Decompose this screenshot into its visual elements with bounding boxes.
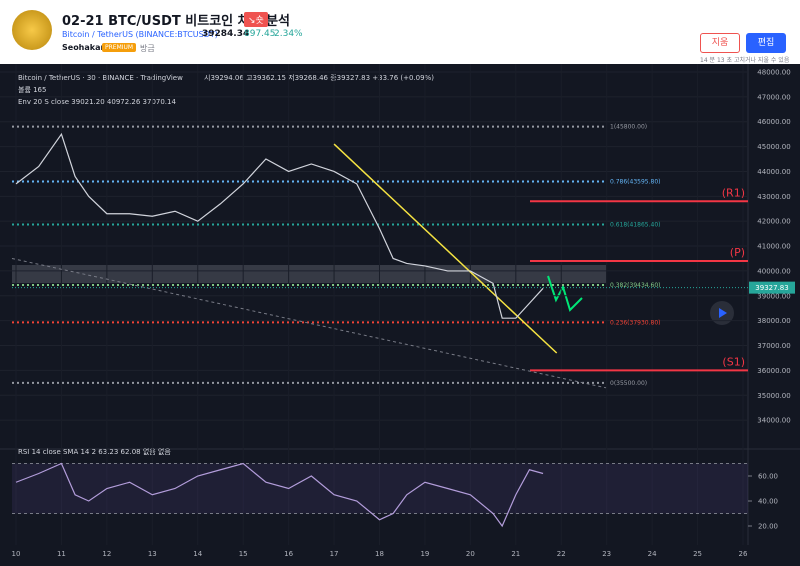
last-price-label: 39327.83 [755, 284, 788, 292]
chart-bg [0, 64, 800, 566]
y-tick-label: 45000.00 [757, 143, 790, 151]
badge: ↘숏 [244, 12, 268, 27]
legend-symbol: Bitcoin / TetherUS · 30 · BINANCE · Trad… [18, 74, 183, 82]
y-tick-label: 38000.00 [757, 317, 790, 325]
x-tick-label: 10 [12, 550, 21, 558]
x-tick-label: 20 [466, 550, 475, 558]
y-tick-label: 41000.00 [757, 243, 790, 251]
x-tick-label: 12 [102, 550, 111, 558]
x-tick-label: 15 [239, 550, 248, 558]
y-tick-label: 36000.00 [757, 367, 790, 375]
x-tick-label: 24 [648, 550, 657, 558]
rsi-line [15, 462, 544, 528]
forecast-arrow [547, 275, 583, 312]
last-price-box [749, 281, 795, 294]
x-tick-label: 17 [330, 550, 339, 558]
y-tick-label: 42000.00 [757, 218, 790, 226]
fib-label: 0(35500.00) [610, 380, 647, 387]
trendline [333, 143, 558, 354]
edit-button[interactable]: 편집 [746, 33, 786, 53]
x-tick-label: 21 [511, 550, 520, 558]
y-tick-label: 40000.00 [757, 267, 790, 275]
author[interactable]: Seohakant [62, 43, 111, 52]
tier: PREMIUM [102, 43, 137, 52]
y-tick-label: 48000.00 [757, 68, 790, 76]
y-tick-label: 34000.00 [757, 417, 790, 425]
change: 897.45 [244, 29, 276, 39]
price-line [15, 132, 544, 319]
y-tick-label: 43000.00 [757, 193, 790, 201]
legend-ohlc: 시39294.06 고39362.15 저39268.46 종39327.83 … [204, 73, 434, 82]
x-tick-label: 19 [420, 550, 429, 558]
rsi-tick-label: 20.00 [758, 523, 778, 531]
x-tick-label: 11 [57, 550, 66, 558]
fib-label: 0.786(43595.80) [610, 178, 661, 185]
y-tick-label: 35000.00 [757, 392, 790, 400]
zone [12, 265, 606, 283]
x-tick-label: 14 [193, 550, 202, 558]
rsi-tick-label: 40.00 [758, 498, 778, 506]
x-tick-label: 22 [557, 550, 566, 558]
avatar [12, 10, 52, 50]
pivot-label: (R1) [722, 186, 745, 199]
delete-button[interactable]: 지움 [700, 33, 740, 53]
rsi-band [12, 463, 748, 514]
header: 02-21 BTC/USDT 비트코인 차트 분석 ↘숏 Bitcoin / T… [0, 0, 800, 64]
fib-label: 0.236(37930.80) [610, 319, 661, 326]
title: 02-21 BTC/USDT 비트코인 차트 분석 [62, 14, 291, 29]
y-tick-label: 46000.00 [757, 118, 790, 126]
x-tick-label: 26 [739, 550, 748, 558]
legend-volume: 볼륨 165 [18, 85, 46, 94]
change-pct: 2.34% [274, 29, 303, 39]
legend-rsi: RSI 14 close SMA 14 2 63.23 62.08 없음 없음 [18, 448, 171, 456]
x-tick-label: 23 [602, 550, 611, 558]
chart: Bitcoin / TetherUS · 30 · BINANCE · Trad… [0, 64, 800, 566]
x-tick-label: 25 [693, 550, 702, 558]
price: 39284.34 [202, 29, 250, 39]
y-tick-label: 37000.00 [757, 342, 790, 350]
symbol[interactable]: Bitcoin / TetherUS (BINANCE:BTCUSDT) [62, 30, 218, 39]
y-tick-label: 44000.00 [757, 168, 790, 176]
pivot-label: (S1) [722, 355, 745, 368]
pivot-label: (P) [730, 246, 745, 259]
x-tick-label: 13 [148, 550, 157, 558]
rsi-tick-label: 60.00 [758, 473, 778, 481]
fib-label: 0.382(39434.60) [610, 282, 661, 289]
play-icon [719, 308, 727, 318]
x-tick-label: 16 [284, 550, 293, 558]
dashed-trend [11, 257, 607, 389]
y-tick-label: 39000.00 [757, 292, 790, 300]
fib-label: 1(45800.00) [610, 124, 647, 131]
y-tick-label: 47000.00 [757, 93, 790, 101]
edit-note: 14 분 13 초 고치거나 지울 수 있음 [700, 57, 790, 64]
time: 방금 [140, 44, 155, 53]
x-tick-label: 18 [375, 550, 384, 558]
legend-env: Env 20 S close 39021.20 40972.26 37070.1… [18, 98, 176, 106]
fib-label: 0.618(41865.40) [610, 222, 661, 229]
